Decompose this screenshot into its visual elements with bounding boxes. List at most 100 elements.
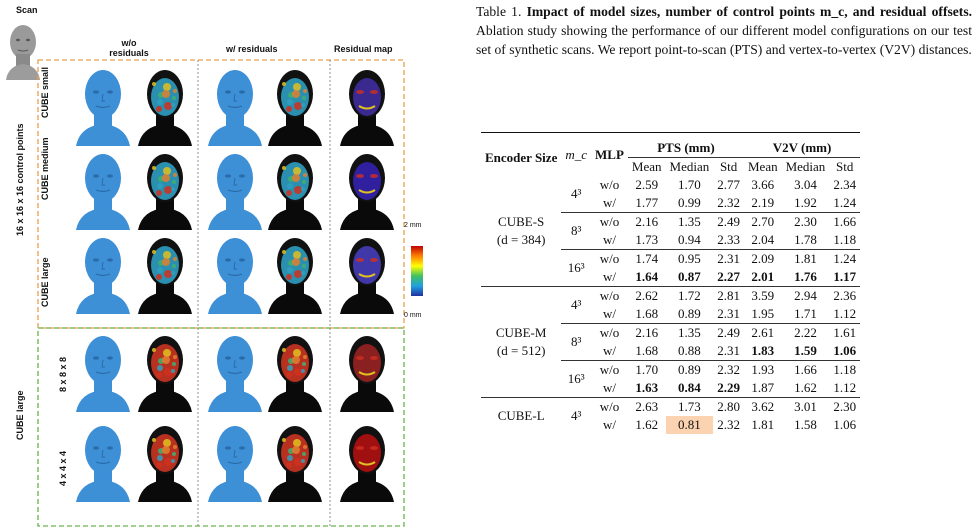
face-blue-r1-c2 — [208, 154, 262, 230]
value-cell: 0.87 — [678, 269, 701, 284]
value-cell: 2.04 — [751, 232, 775, 247]
colorbar-max-label: 2 mm — [404, 222, 422, 229]
caption-label: Table 1. — [476, 4, 522, 19]
value-cell: 0.99 — [678, 195, 701, 210]
table-subheader-row: Mean Median Std Mean Median Std — [481, 158, 860, 177]
group-boxes — [37, 59, 405, 527]
value-cell: 1.76 — [794, 269, 817, 284]
mlp-cell: w/o — [591, 397, 628, 416]
encoder-name: CUBE-M — [495, 325, 547, 340]
value-cell: 1.62 — [794, 380, 817, 395]
value-cell: 2.49 — [713, 212, 744, 231]
value-cell: 1.71 — [794, 306, 817, 321]
mlp-cell: w/ — [602, 380, 616, 395]
table-row: 8³ w/o 2.16 1.35 2.49 2.70 2.30 1.66 — [481, 212, 861, 250]
value-cell: 2.32 — [717, 417, 740, 432]
subheader-pts-median: Median — [669, 159, 710, 174]
value-cell: 2.80 — [713, 397, 744, 416]
value-cell: 0.81 — [665, 416, 714, 434]
value-cell: 3.01 — [781, 397, 830, 416]
value-cell: 1.06 — [833, 417, 857, 432]
table-row: 16³ w/o 1.70 0.89 2.32 1.93 1.66 1.18 — [481, 360, 861, 398]
value-cell: 2.63 — [627, 397, 666, 416]
face-blue-r0-c0 — [76, 70, 130, 146]
face-heat-r4-c3 — [268, 426, 322, 502]
value-cell: 3.62 — [743, 397, 782, 416]
encoder-cell: CUBE-S (d = 384) — [481, 176, 561, 287]
header-v2v: V2V (mm) — [743, 132, 861, 158]
value-cell: 0.84 — [678, 380, 701, 395]
value-cell: 2.61 — [743, 323, 782, 342]
face-heat-r3-c1 — [138, 336, 192, 412]
value-cell: 1.12 — [833, 306, 857, 321]
value-cell: 1.62 — [635, 417, 659, 432]
value-cell: 2.34 — [833, 177, 857, 192]
value-cell: 1.93 — [743, 360, 782, 379]
value-cell: 1.95 — [751, 306, 775, 321]
encoder-dim: (d = 384) — [496, 232, 546, 247]
value-cell: 2.01 — [751, 269, 775, 284]
value-cell: 2.77 — [717, 177, 740, 192]
value-cell: 1.68 — [635, 306, 659, 321]
value-cell: 1.18 — [833, 232, 857, 247]
value-cell: 1.73 — [665, 397, 714, 416]
value-cell: 1.70 — [678, 177, 701, 192]
subheader-v2v-median: Median — [785, 159, 826, 174]
face-heat-r3-c3 — [268, 336, 322, 412]
value-cell: 1.24 — [833, 195, 857, 210]
mc-cell: 4³ — [561, 286, 592, 324]
mlp-cell: w/o — [599, 177, 620, 192]
value-cell: 2.16 — [627, 323, 666, 342]
mlp-cell: w/ — [602, 343, 616, 358]
value-cell: 2.36 — [829, 286, 861, 305]
value-cell: 3.66 — [751, 177, 775, 192]
caption-title: Impact of model sizes, number of control… — [526, 4, 973, 19]
value-cell: 1.35 — [665, 212, 714, 231]
value-cell: 2.31 — [717, 306, 740, 321]
face-blue-r2-c2 — [208, 238, 262, 314]
mc-cell: 16³ — [561, 249, 592, 287]
subheader-v2v-std: Std — [836, 159, 854, 174]
mlp-cell: w/o — [591, 212, 628, 231]
value-cell: 2.30 — [829, 397, 861, 416]
col-header-residual-map: Residual map — [334, 44, 393, 54]
face-resid-r1-c4 — [340, 154, 394, 230]
subheader-v2v-mean: Mean — [747, 159, 778, 174]
header-encoder-size: Encoder Size — [481, 132, 562, 176]
mlp-cell: w/ — [602, 306, 616, 321]
face-heat-r1-c3 — [268, 154, 322, 230]
face-blue-r3-c0 — [76, 336, 130, 412]
colorbar — [411, 246, 423, 296]
value-cell: 1.70 — [627, 360, 666, 379]
table-row: w/1.63 0.84 2.29 1.87 1.62 1.12 — [481, 379, 860, 398]
mc-cell: 8³ — [561, 323, 592, 361]
value-cell: 1.18 — [829, 360, 861, 379]
value-cell: 0.89 — [665, 360, 714, 379]
value-cell: 2.22 — [781, 323, 830, 342]
value-cell: 1.81 — [751, 417, 775, 432]
value-cell: 1.72 — [665, 286, 714, 305]
table-row: w/1.73 0.94 2.33 2.04 1.78 1.18 — [481, 231, 860, 250]
scan-label: Scan — [16, 5, 38, 15]
value-cell: 1.63 — [635, 380, 659, 395]
value-cell: 2.29 — [717, 380, 740, 395]
value-cell: 0.89 — [678, 306, 701, 321]
value-cell: 2.33 — [717, 232, 740, 247]
encoder-name: CUBE-S — [498, 214, 545, 229]
value-cell: 2.16 — [627, 212, 666, 231]
encoder-name: CUBE-L — [497, 408, 545, 423]
table-row: CUBE-S (d = 384) 4³ w/o 2.59 1.70 2.77 3.66 3.04… — [481, 176, 860, 247]
value-cell: 2.59 — [635, 177, 659, 192]
value-cell: 1.24 — [829, 249, 861, 268]
header-mc: m_c — [561, 132, 592, 176]
face-blue-r0-c2 — [208, 70, 262, 146]
value-cell: 1.83 — [751, 343, 775, 358]
table-row: w/1.64 0.87 2.27 2.01 1.76 1.17 — [481, 268, 860, 287]
table-caption: Table 1. Impact of model sizes, number o… — [476, 2, 972, 60]
value-cell: 1.64 — [635, 269, 659, 284]
value-cell: 2.62 — [627, 286, 666, 305]
value-cell: 1.58 — [794, 417, 817, 432]
face-heat-r0-c3 — [268, 70, 322, 146]
value-cell: 1.66 — [781, 360, 830, 379]
value-cell: 1.68 — [635, 343, 659, 358]
